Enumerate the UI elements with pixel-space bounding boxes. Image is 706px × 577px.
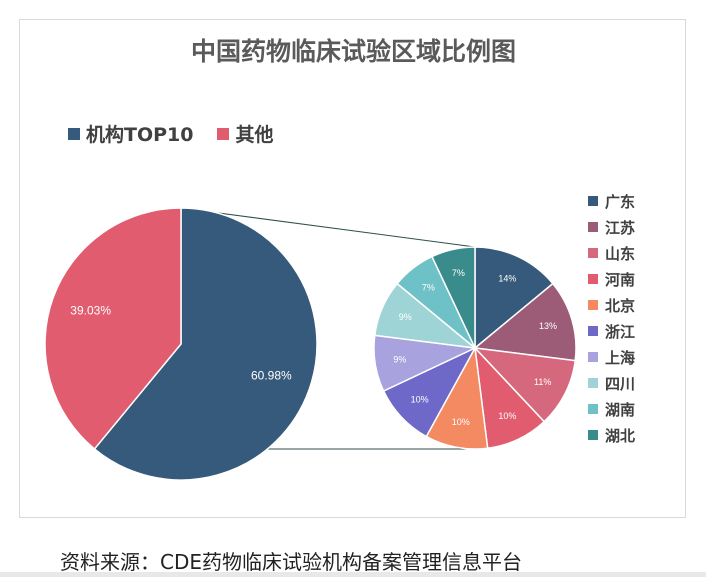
source-note: 资料来源：CDE药物临床试验机构备案管理信息平台 bbox=[60, 550, 523, 574]
bottom-divider bbox=[0, 572, 706, 577]
breakdown-pie-slice-label-0: 14% bbox=[498, 274, 516, 284]
region-legend-swatch bbox=[588, 222, 598, 232]
region-legend-entry-1: 江苏 bbox=[588, 214, 635, 240]
region-legend-swatch bbox=[588, 404, 598, 414]
region-legend-entry-7: 四川 bbox=[588, 370, 635, 396]
region-legend-entry-0: 广东 bbox=[588, 188, 635, 214]
region-legend-label: 湖南 bbox=[605, 400, 636, 419]
region-legend-swatch bbox=[588, 352, 598, 362]
region-legend-entry-9: 湖北 bbox=[588, 422, 635, 448]
region-legend-entry-6: 上海 bbox=[588, 344, 635, 370]
main-legend: 机构TOP10 其他 bbox=[68, 120, 274, 147]
main-pie-slice-1 bbox=[44, 207, 182, 450]
region-legend-label: 河南 bbox=[605, 270, 636, 289]
legend-swatch bbox=[68, 127, 80, 140]
main-pie: 60.98% 39.03% bbox=[44, 207, 318, 481]
legend-swatch bbox=[217, 127, 230, 140]
connector-line-top bbox=[180, 207, 476, 248]
breakdown-pie-slice-label-7: 9% bbox=[399, 312, 412, 322]
region-legend-swatch bbox=[588, 378, 598, 388]
region-legend-label: 浙江 bbox=[605, 322, 636, 341]
breakdown-pie-slice-label-3: 10% bbox=[498, 411, 516, 421]
region-legend-label: 上海 bbox=[605, 348, 636, 367]
breakdown-pie: 14% 13% 11% 10% 10% 10% 9% 9% 7% 7% bbox=[373, 246, 577, 450]
breakdown-pie-slice-label-9: 7% bbox=[452, 268, 465, 278]
breakdown-pie-slice-label-1: 13% bbox=[539, 321, 557, 331]
breakdown-pie-slice-0 bbox=[474, 246, 554, 350]
region-legend: 广东江苏山东河南北京浙江上海四川湖南湖北 bbox=[588, 188, 635, 448]
breakdown-pie-slice-9 bbox=[430, 246, 476, 349]
legend-label: 其他 bbox=[235, 124, 274, 146]
region-legend-label: 四川 bbox=[605, 374, 636, 393]
region-legend-swatch bbox=[588, 430, 598, 440]
region-legend-swatch bbox=[588, 248, 598, 258]
region-legend-entry-5: 浙江 bbox=[588, 318, 635, 344]
chart-title: 中国药物临床试验区域比例图 bbox=[190, 37, 516, 66]
region-legend-entry-8: 湖南 bbox=[588, 396, 635, 422]
legend-entry-1: 其他 bbox=[217, 120, 274, 147]
legend-label: 机构TOP10 bbox=[86, 124, 194, 146]
region-legend-swatch bbox=[588, 326, 598, 336]
legend-entry-0: 机构TOP10 bbox=[68, 120, 193, 147]
main-pie-slice-label-1: 39.03% bbox=[70, 304, 111, 318]
breakdown-pie-slice-label-8: 7% bbox=[422, 282, 435, 292]
region-legend-label: 山东 bbox=[605, 244, 636, 263]
region-legend-label: 湖北 bbox=[605, 426, 636, 445]
region-legend-entry-2: 山东 bbox=[588, 240, 635, 266]
region-legend-label: 江苏 bbox=[605, 218, 636, 237]
breakdown-pie-slice-label-4: 10% bbox=[452, 417, 470, 427]
region-legend-entry-3: 河南 bbox=[588, 266, 635, 292]
region-legend-entry-4: 北京 bbox=[588, 292, 635, 318]
region-legend-swatch bbox=[588, 196, 598, 206]
breakdown-pie-slice-1 bbox=[473, 282, 577, 362]
region-legend-label: 广东 bbox=[605, 192, 636, 211]
region-legend-swatch bbox=[588, 274, 598, 284]
region-legend-swatch bbox=[588, 300, 598, 310]
main-pie-slice-0 bbox=[93, 207, 318, 481]
breakdown-pie-slice-2 bbox=[473, 346, 577, 423]
region-legend-label: 北京 bbox=[605, 296, 636, 315]
main-pie-slice-label-0: 60.98% bbox=[251, 369, 292, 383]
breakdown-pie-slice-label-2: 11% bbox=[534, 377, 551, 387]
breakdown-pie-slice-label-6: 9% bbox=[393, 354, 406, 364]
breakdown-pie-slice-label-5: 10% bbox=[411, 394, 429, 404]
